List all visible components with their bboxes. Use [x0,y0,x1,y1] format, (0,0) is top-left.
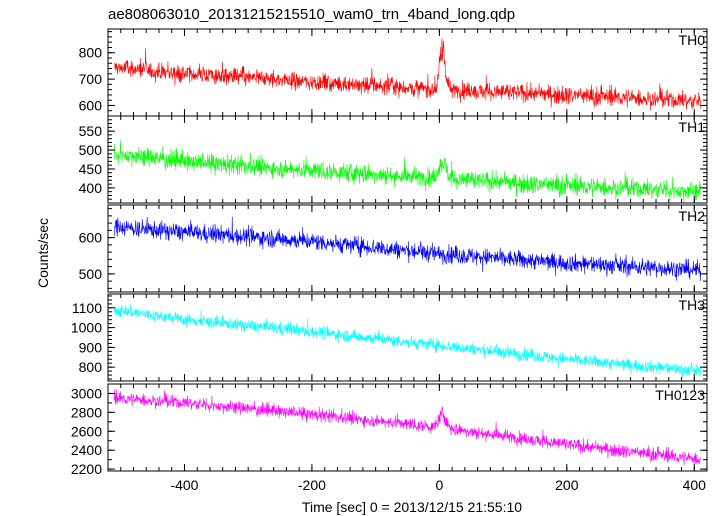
series-line-th3 [114,304,701,378]
panel-frame [107,115,708,204]
panel-th3: 800 900 1000 1100 TH3 [71,293,708,382]
y-tick-label: 1100 [72,300,102,316]
panel-frame [107,293,708,382]
panel-th0: 600 700 800 TH0 [79,28,708,117]
panel-frame [107,383,708,472]
y-tick-label: 500 [79,142,103,158]
panel-label: TH0 [679,32,706,48]
y-tick-label: 500 [79,266,103,282]
series-line-th1 [114,140,701,203]
x-tick-label: 0 [435,477,443,493]
y-tick-label: 450 [79,161,103,177]
y-tick-label: 2800 [71,404,102,420]
panel-label: TH3 [679,297,706,313]
x-tick-label: -400 [170,477,198,493]
panel-th2: 500 600 TH2 [79,204,708,293]
panel-th1: 400 450 500 550 TH1 [79,115,708,204]
y-tick-label: 550 [79,123,103,139]
x-axis-title: Time [sec] 0 = 2013/12/15 21:55:10 [302,499,522,515]
panels: 600 700 800 TH0 400 450 500 550 TH1 500 600 TH2 800 9… [71,28,708,493]
chart-title: ae808063010_20131215215510_wam0_trn_4ban… [108,6,515,23]
y-tick-label: 3000 [71,385,102,401]
y-tick-label: 2400 [71,442,102,458]
series-line-th2 [114,216,701,281]
series-line-th0123 [114,389,701,465]
y-tick-label: 900 [79,339,103,355]
y-axis-title: Counts/sec [35,218,51,288]
x-tick-label: 200 [555,477,579,493]
panel-th0123: 2200 2400 2600 2800 3000 TH0123 -400 -200 0 200 40… [71,383,708,493]
y-tick-label: 600 [79,230,103,246]
y-tick-label: 700 [79,71,103,87]
panel-label: TH1 [679,119,706,135]
panel-label: TH0123 [655,387,705,403]
x-tick-label: -200 [298,477,326,493]
y-tick-label: 800 [79,359,103,375]
y-tick-label: 2600 [71,423,102,439]
panel-label: TH2 [679,208,706,224]
y-tick-label: 1000 [71,320,102,336]
panel-frame [107,204,708,293]
y-tick-label: 800 [79,45,103,61]
y-tick-label: 2200 [71,461,102,477]
y-tick-label: 600 [79,97,103,113]
x-tick-label: 400 [683,477,707,493]
y-tick-label: 400 [79,180,103,196]
series-line-th0 [114,38,701,111]
